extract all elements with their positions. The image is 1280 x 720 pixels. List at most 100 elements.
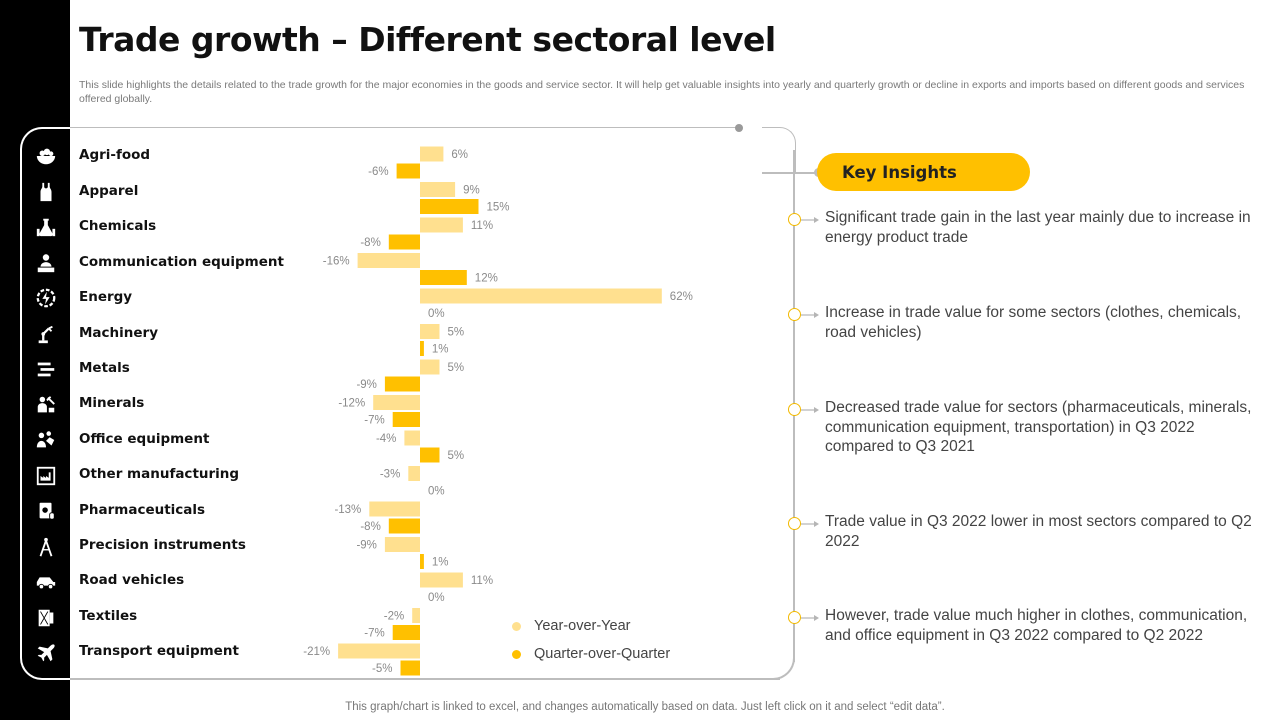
bar-value-label: -8% xyxy=(360,521,380,533)
legend-swatch-qoq xyxy=(512,649,521,659)
robotic-arm-icon xyxy=(28,320,64,348)
insight-bullet-icon xyxy=(788,308,801,321)
insight-bullet-icon xyxy=(788,213,801,226)
bar-qoq xyxy=(420,270,467,285)
category-label: Machinery xyxy=(79,325,159,341)
bar-value-label: -13% xyxy=(334,504,361,516)
bar-qoq xyxy=(400,660,420,676)
bar-qoq xyxy=(384,376,420,392)
bar-yoy xyxy=(369,501,420,517)
bar-value-label: 5% xyxy=(448,450,465,462)
bar-value-label: -16% xyxy=(323,256,350,268)
bar-value-label: 12% xyxy=(475,273,498,285)
chart-frame-top-line xyxy=(70,127,738,128)
insights-connector-line xyxy=(762,172,818,174)
footnote: This graph/chart is linked to excel, and… xyxy=(345,701,945,713)
bar-value-label: 11% xyxy=(471,575,493,587)
bar-value-label: 5% xyxy=(448,362,465,374)
category-label: Communication equipment xyxy=(79,254,284,270)
page-subtitle: This slide highlights the details relate… xyxy=(79,79,1245,105)
bar-qoq xyxy=(420,341,424,356)
insight-bullet-icon xyxy=(788,517,801,530)
category-label: Other manufacturing xyxy=(79,466,240,482)
bar-value-label: -12% xyxy=(338,398,365,410)
legend-item-qoq: Quarter-over-Quarter xyxy=(512,646,670,662)
arrow-right-icon xyxy=(801,312,819,318)
bar-value-label: 0% xyxy=(428,592,445,604)
bar-yoy xyxy=(420,324,440,339)
bar-value-label: -7% xyxy=(364,628,384,640)
legend-item-yoy: Year-over-Year xyxy=(512,618,630,634)
bar-yoy xyxy=(412,608,420,623)
energy-gear-icon xyxy=(28,284,64,312)
compass-icon xyxy=(28,533,64,561)
insight-text: Decreased trade value for sectors (pharm… xyxy=(825,399,1252,455)
insight-text: Significant trade gain in the last year … xyxy=(825,209,1251,246)
miner-icon xyxy=(28,391,64,419)
car-icon xyxy=(28,568,64,596)
bar-qoq xyxy=(420,447,440,463)
arrow-right-icon xyxy=(801,521,819,527)
tank-top-icon xyxy=(28,178,64,206)
category-label: Textiles xyxy=(79,608,138,624)
bar-value-label: -6% xyxy=(368,166,388,178)
bar-yoy xyxy=(357,253,420,268)
metal-beams-icon xyxy=(28,355,64,383)
category-label: Minerals xyxy=(79,395,145,411)
category-label: Agri-food xyxy=(79,147,151,163)
legend-label: Quarter-over-Quarter xyxy=(534,646,671,662)
chart-frame-left-border xyxy=(20,127,80,680)
bar-value-label: 9% xyxy=(463,185,480,197)
bar-value-label: -4% xyxy=(376,433,396,445)
bar-value-label: -9% xyxy=(356,540,376,552)
category-label: Chemicals xyxy=(79,218,157,234)
bar-qoq xyxy=(420,554,424,569)
category-label: Road vehicles xyxy=(79,572,185,588)
pill-box-icon xyxy=(28,497,64,525)
chart-frame-corner xyxy=(760,645,795,680)
bar-yoy xyxy=(420,288,662,304)
bar-yoy xyxy=(338,643,420,659)
bar-qoq xyxy=(388,234,420,250)
key-insights-header: Key Insights xyxy=(817,153,1030,191)
airplane-icon xyxy=(28,639,64,667)
bar-value-label: -3% xyxy=(380,469,400,481)
category-label: Office equipment xyxy=(79,431,210,447)
bar-yoy xyxy=(420,146,444,162)
factory-monitor-icon xyxy=(28,462,64,490)
legend-swatch-yoy xyxy=(512,621,521,631)
chart-frame-bottom-line xyxy=(70,678,780,680)
insight-text: Increase in trade value for some sectors… xyxy=(825,304,1242,341)
bar-qoq xyxy=(420,199,479,214)
category-label: Transport equipment xyxy=(79,643,239,659)
bar-qoq xyxy=(392,412,420,427)
bar-value-label: 62% xyxy=(670,291,693,303)
bar-value-label: 1% xyxy=(432,344,449,356)
category-label: Energy xyxy=(79,289,133,305)
insight-text: However, trade value much higher in clot… xyxy=(825,607,1248,644)
bar-yoy xyxy=(420,572,463,588)
category-label: Apparel xyxy=(79,183,139,199)
bar-value-label: -7% xyxy=(364,415,384,427)
bar-value-label: -8% xyxy=(360,237,380,249)
bar-yoy xyxy=(384,537,420,552)
insights-connector-arc xyxy=(762,127,796,173)
bar-value-label: 15% xyxy=(487,202,510,214)
arrow-right-icon xyxy=(801,615,819,621)
fabric-roll-icon xyxy=(28,604,64,632)
category-label: Precision instruments xyxy=(79,537,246,553)
insight-bullet-icon xyxy=(788,611,801,624)
bar-yoy xyxy=(420,359,440,375)
category-label: Metals xyxy=(79,360,130,376)
bar-value-label: 0% xyxy=(428,308,445,320)
bar-qoq xyxy=(388,518,420,534)
bar-value-label: -21% xyxy=(303,646,330,658)
bar-yoy xyxy=(408,466,420,481)
legend-label: Year-over-Year xyxy=(534,618,631,634)
bar-yoy xyxy=(373,395,420,410)
bar-value-label: -2% xyxy=(384,611,404,623)
left-black-strip xyxy=(0,0,70,720)
insight-bullet-icon xyxy=(788,403,801,416)
bar-yoy xyxy=(420,182,456,197)
bar-value-label: 11% xyxy=(471,220,493,232)
